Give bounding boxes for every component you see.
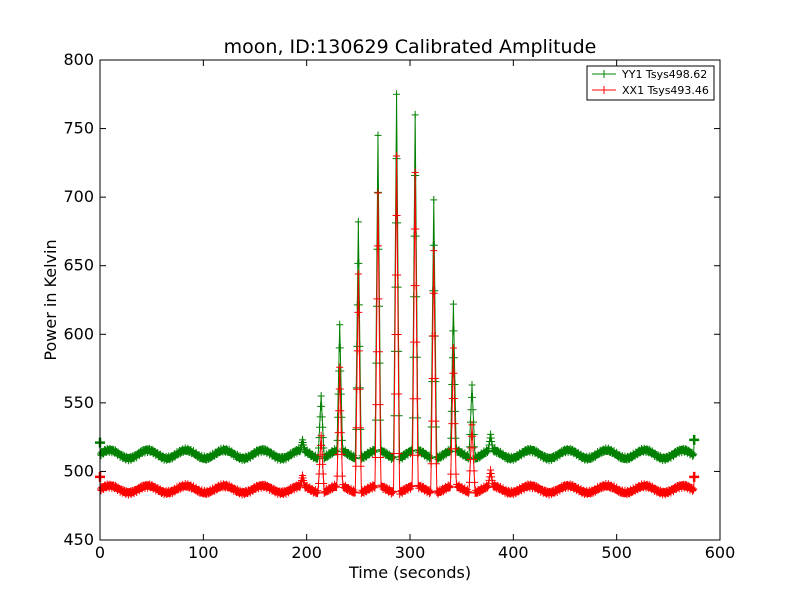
axis-ticks: 0 100 200 300 400 500 600 450 500 550 600 650 700 750… (63, 50, 735, 562)
x-tick-label: 300 (395, 543, 426, 562)
legend: YY1 Tsys498.62 XX1 Tsys493.46 (586, 65, 715, 101)
y-axis-label: Power in Kelvin (41, 239, 60, 360)
y-tick-label: 600 (63, 324, 94, 343)
y-tick-label: 500 (63, 461, 94, 480)
legend-label-xx1: XX1 Tsys493.46 (622, 84, 709, 97)
y-tick-label: 800 (63, 50, 94, 69)
series-endpoint-yy-end (689, 434, 700, 445)
x-tick-label: 600 (705, 543, 736, 562)
x-tick-label: 500 (601, 543, 632, 562)
chart-title: moon, ID:130629 Calibrated Amplitude (224, 36, 597, 58)
x-tick-label: 100 (188, 543, 219, 562)
legend-marker-yy1 (600, 70, 608, 78)
y-tick-label: 700 (63, 187, 94, 206)
y-tick-label: 750 (63, 119, 94, 138)
legend-marker-xx1 (600, 86, 608, 94)
x-tick-label: 400 (498, 543, 529, 562)
x-tick-label: 200 (291, 543, 322, 562)
y-tick-label: 550 (63, 393, 94, 412)
legend-box (586, 65, 715, 101)
y-tick-label: 650 (63, 256, 94, 275)
x-axis-label: Time (seconds) (348, 563, 471, 582)
series-endpoint-xx-end (689, 471, 700, 482)
plot-area (95, 90, 700, 499)
y-tick-label: 450 (63, 530, 94, 549)
x-tick-label: 0 (95, 543, 105, 562)
legend-label-yy1: YY1 Tsys498.62 (621, 68, 707, 81)
